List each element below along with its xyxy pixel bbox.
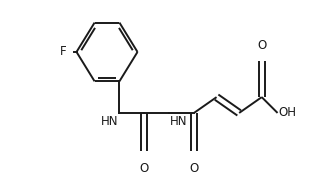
Text: HN: HN (101, 115, 118, 128)
Text: O: O (190, 161, 199, 175)
Text: HN: HN (170, 115, 188, 128)
Text: O: O (140, 161, 149, 175)
Text: F: F (60, 46, 66, 58)
Text: OH: OH (279, 106, 297, 119)
Text: O: O (257, 39, 266, 52)
